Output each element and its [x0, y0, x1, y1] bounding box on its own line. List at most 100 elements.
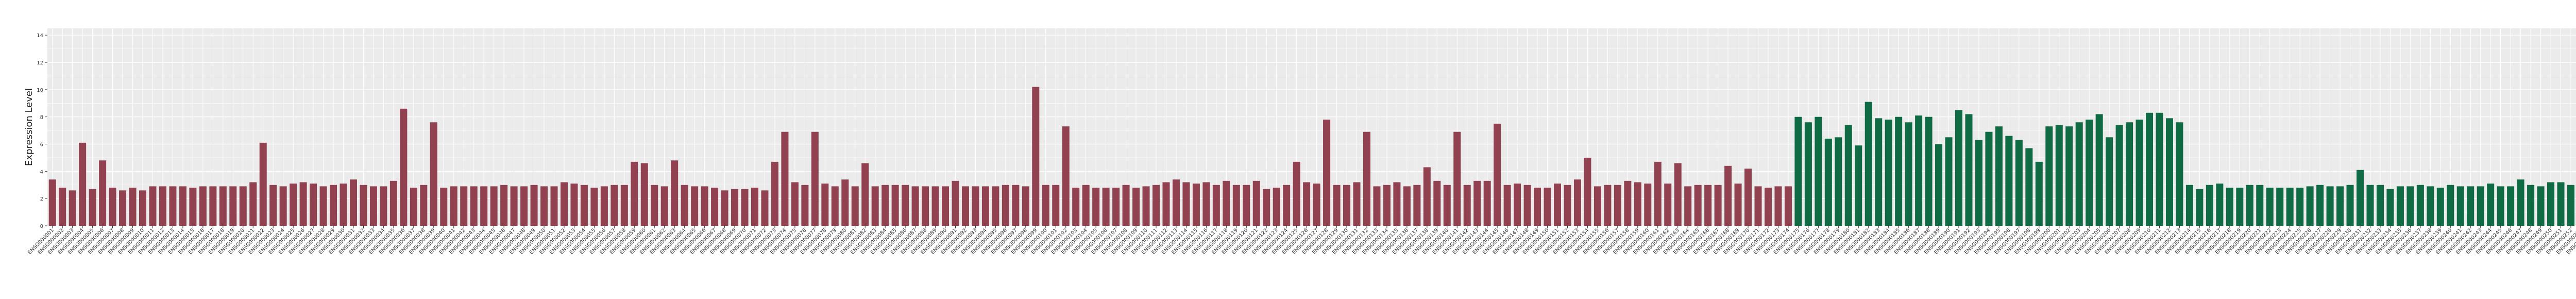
bar — [2246, 185, 2253, 226]
bar — [2025, 148, 2033, 226]
bar — [2286, 188, 2294, 226]
bar — [1734, 184, 1742, 226]
bar — [1945, 137, 1953, 226]
bar — [470, 186, 478, 226]
bar — [681, 185, 688, 226]
bar — [1714, 185, 1722, 226]
bar — [109, 188, 116, 226]
bar — [1333, 185, 1341, 226]
bar — [1012, 185, 1020, 226]
bar — [1724, 165, 1732, 226]
bar — [2497, 186, 2504, 226]
bar — [279, 186, 287, 226]
bar — [530, 185, 538, 226]
bar — [1062, 126, 1070, 226]
bar — [239, 186, 247, 226]
bar — [1243, 185, 1250, 226]
bar — [129, 188, 137, 226]
bar — [1463, 185, 1471, 226]
bar — [1644, 184, 1652, 226]
bar — [2386, 189, 2394, 226]
bar — [1905, 122, 1912, 226]
bar — [1564, 185, 1571, 226]
bar — [1815, 117, 1822, 226]
bar — [671, 160, 679, 226]
bar — [851, 186, 859, 226]
bar — [801, 185, 809, 226]
bar — [2357, 170, 2364, 226]
bar — [781, 131, 789, 226]
bar — [59, 188, 66, 226]
bar — [139, 190, 147, 226]
bar — [2326, 186, 2334, 226]
bar — [2436, 188, 2444, 226]
bar — [1594, 186, 1601, 226]
bar — [1032, 87, 1040, 226]
bar — [1162, 182, 1170, 226]
bar — [1654, 161, 1662, 226]
bar — [902, 185, 909, 226]
bar — [2416, 185, 2424, 226]
bar — [1865, 102, 1872, 226]
bar — [981, 186, 989, 226]
bar — [2306, 186, 2314, 226]
bar — [1112, 188, 1120, 226]
bar — [2035, 161, 2043, 226]
bar — [430, 122, 437, 226]
bar — [2427, 186, 2434, 226]
bar — [1443, 185, 1451, 226]
bar — [1704, 185, 1712, 226]
bar — [319, 186, 327, 226]
bar — [2467, 186, 2475, 226]
bar — [290, 184, 297, 226]
bar — [2396, 186, 2404, 226]
bar — [1694, 185, 1702, 226]
bar — [711, 188, 719, 226]
y-tick-label: 6 — [40, 142, 43, 148]
bar — [1172, 179, 1180, 226]
bar — [660, 186, 668, 226]
bar — [2126, 122, 2133, 226]
bar — [1784, 186, 1792, 226]
bar — [2296, 188, 2304, 226]
bar — [340, 184, 347, 226]
bar — [891, 185, 899, 226]
bar — [1584, 157, 1591, 226]
bar — [420, 185, 428, 226]
y-tick-label: 8 — [40, 115, 43, 121]
bar — [1283, 185, 1291, 226]
bar — [299, 182, 307, 226]
bar — [2456, 186, 2464, 226]
bar — [1132, 188, 1140, 226]
bar — [1052, 185, 1060, 226]
bar — [119, 190, 127, 226]
x-axis-ticks: ENSG000001ENSG000002ENSG000003ENSG000004… — [27, 226, 2576, 256]
bar — [1995, 126, 2003, 226]
bar — [942, 186, 950, 226]
bar — [620, 185, 628, 226]
bar — [2185, 185, 2193, 226]
bar — [2366, 185, 2374, 226]
bar — [2206, 185, 2213, 226]
bar — [1684, 186, 1692, 226]
bar — [631, 161, 638, 226]
bar — [821, 184, 829, 226]
bar — [871, 186, 879, 226]
bar — [2086, 119, 2093, 226]
bar — [580, 185, 588, 226]
bar — [380, 186, 387, 226]
bar — [1835, 137, 1842, 226]
bar — [992, 186, 999, 226]
bar — [1092, 188, 1100, 226]
bar — [831, 186, 839, 226]
bar — [2176, 122, 2183, 226]
bar — [1022, 186, 1029, 226]
bar — [841, 179, 849, 226]
bar — [1824, 138, 1832, 226]
bar — [400, 108, 408, 226]
bar — [2236, 188, 2244, 226]
bar — [2156, 112, 2163, 226]
bar — [1503, 185, 1511, 226]
y-tick-label: 4 — [40, 169, 43, 175]
bar — [1534, 188, 1541, 226]
